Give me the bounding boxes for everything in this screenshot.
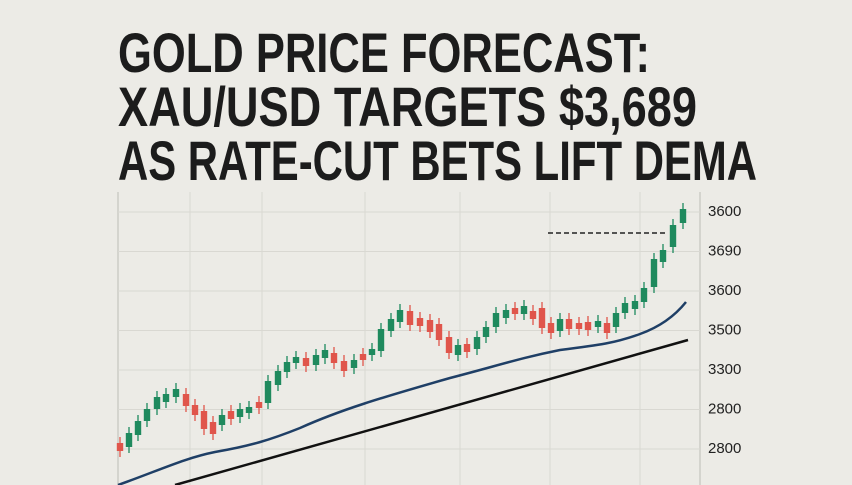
candle-body xyxy=(575,323,583,329)
candle-body xyxy=(312,355,320,365)
candle-body xyxy=(218,415,226,425)
candle-body xyxy=(650,259,658,287)
candle-body xyxy=(330,353,338,363)
candle-body xyxy=(387,319,395,331)
candle-body xyxy=(153,397,161,409)
candle-body xyxy=(631,301,639,309)
candle-body xyxy=(669,225,677,247)
candle-body xyxy=(368,349,376,355)
candle-body xyxy=(209,422,217,434)
candle-body xyxy=(245,407,253,413)
candle-body xyxy=(538,308,546,328)
candle-body xyxy=(264,381,272,403)
candle-body xyxy=(603,323,611,333)
candle-body xyxy=(302,358,310,366)
candle-body xyxy=(340,361,348,371)
candle-body xyxy=(473,337,481,349)
candle-body xyxy=(594,321,602,327)
candle-body xyxy=(125,433,133,447)
candle-body xyxy=(565,319,573,329)
candle-body xyxy=(584,322,592,330)
candle-body xyxy=(227,411,235,419)
candle-body xyxy=(659,250,667,262)
candle-body xyxy=(482,327,490,337)
candle-body xyxy=(621,303,629,313)
candle-body xyxy=(292,357,300,363)
candle-body xyxy=(350,360,358,368)
candle-body xyxy=(283,362,291,372)
candle-body xyxy=(556,319,564,331)
candle-body xyxy=(143,409,151,421)
candle-body xyxy=(612,313,620,327)
axis-label: 3600 xyxy=(708,282,741,299)
chart: 3600 3690 3600 3500 3300 2800 2800 xyxy=(116,192,741,485)
candle-body xyxy=(236,409,244,417)
candle-body xyxy=(255,402,263,408)
candle-body xyxy=(454,345,462,355)
candle-body xyxy=(640,288,648,302)
candle-body xyxy=(492,313,500,327)
candle-body xyxy=(445,337,453,353)
axis-label: 2800 xyxy=(708,440,741,457)
headline-line: AS RATE-CUT BETS LIFT DEMA xyxy=(118,129,757,192)
candle-body xyxy=(547,323,555,333)
moving-average xyxy=(117,301,687,485)
headline-line: GOLD PRICE FORECAST: xyxy=(118,21,650,84)
candle-body xyxy=(191,405,199,415)
candle-body xyxy=(406,311,414,325)
axis-label: 3500 xyxy=(708,321,741,338)
candle-body xyxy=(463,344,471,352)
candle-body xyxy=(200,411,208,429)
candle-body xyxy=(502,310,510,318)
candle-body xyxy=(435,324,443,340)
candle-body xyxy=(377,329,385,351)
candle-body xyxy=(172,389,180,397)
candle-body xyxy=(416,318,424,326)
candle-body xyxy=(134,421,142,435)
candle-body xyxy=(426,320,434,332)
candle-body xyxy=(182,394,190,406)
axis-label: 3300 xyxy=(708,361,741,378)
candle-body xyxy=(520,306,528,314)
candle-body xyxy=(679,209,687,223)
candle-body xyxy=(511,308,519,314)
candle-body xyxy=(359,354,367,360)
axis-label: 3690 xyxy=(708,242,741,259)
candle-body xyxy=(529,311,537,319)
candle-body xyxy=(274,371,282,385)
trend-line xyxy=(174,338,689,485)
headline-line: XAU/USD TARGETS $3,689 xyxy=(118,75,697,138)
axis-label: 3600 xyxy=(708,203,741,220)
candle-body xyxy=(116,443,124,451)
axis-label: 2800 xyxy=(708,400,741,417)
candle-body xyxy=(162,394,170,402)
candle-body xyxy=(396,310,404,322)
candle-body xyxy=(321,350,329,358)
